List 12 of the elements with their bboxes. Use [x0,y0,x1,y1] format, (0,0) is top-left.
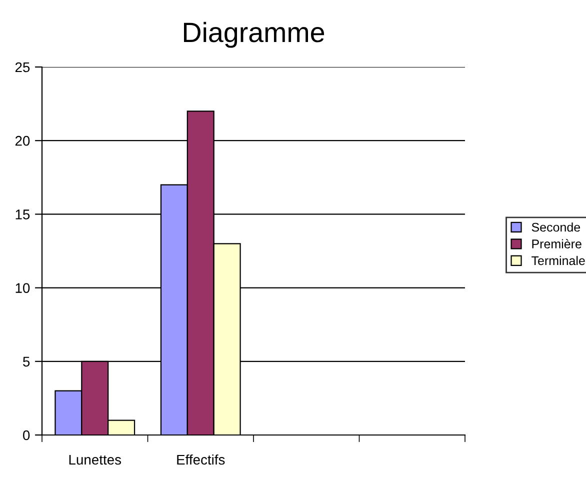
y-tick-label: 0 [23,430,30,440]
y-tick-label: 5 [23,356,30,367]
legend-label: Première [532,239,582,248]
y-tick-label: 10 [16,283,30,293]
legend-label: Seconde [532,222,580,232]
x-tick-label: Effectifs [177,454,225,465]
chart-title: Diagramme [184,22,324,48]
y-tick-label: 15 [16,210,30,220]
y-tick-label: 25 [15,62,30,72]
legend-label: Terminale [532,256,585,266]
y-tick-label: 20 [15,136,30,146]
x-tick-label: Lunettes [69,454,122,465]
